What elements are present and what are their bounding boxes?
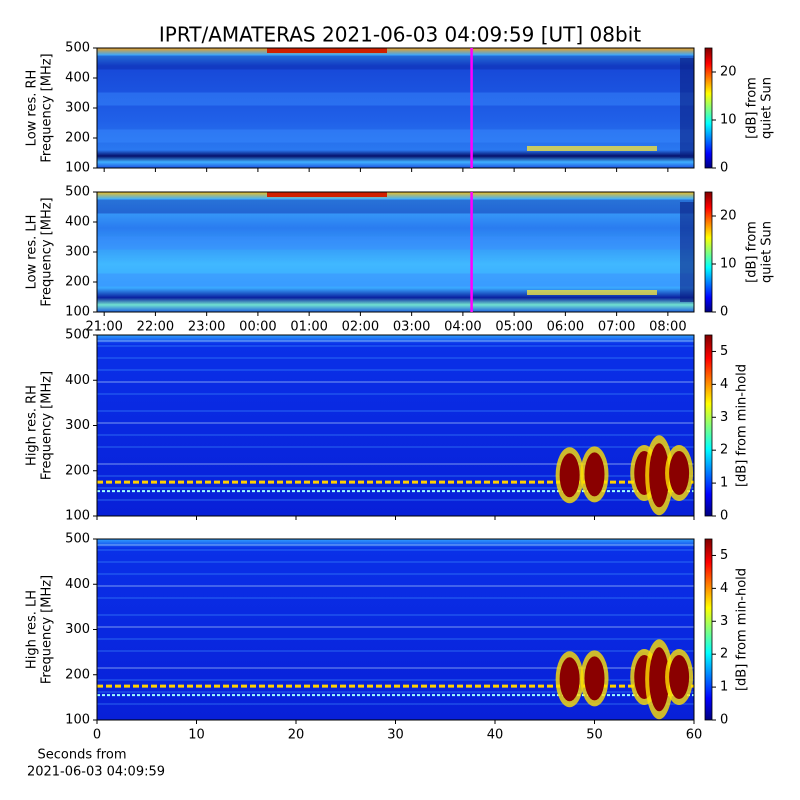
colorbar bbox=[704, 47, 713, 169]
y-tick-label: 100 bbox=[65, 509, 90, 524]
burst bbox=[669, 655, 690, 700]
y-tick-label: 300 bbox=[65, 418, 90, 433]
colorbar-label: [dB] from bbox=[745, 77, 760, 139]
burst bbox=[559, 657, 580, 702]
y-tick-label: 400 bbox=[65, 577, 90, 592]
y-tick-label: 200 bbox=[65, 131, 90, 146]
y-tick-label: 200 bbox=[65, 275, 90, 290]
x-tick-label: 60 bbox=[686, 728, 703, 743]
x-tick-label: 07:00 bbox=[598, 320, 635, 335]
y-tick-label: 300 bbox=[65, 245, 90, 260]
y-tick-label: 500 bbox=[65, 41, 90, 56]
y-tick-label: 200 bbox=[65, 667, 90, 682]
colorbar-label: [dB] from min-hold bbox=[735, 364, 750, 487]
y-tick-label: 400 bbox=[65, 215, 90, 230]
x-tick-label: 20 bbox=[288, 728, 305, 743]
colorbar-tick-label: 2 bbox=[720, 647, 728, 662]
spectrogram-texture bbox=[97, 192, 694, 302]
spectrogram-texture bbox=[97, 340, 694, 516]
y-axis-label: Frequency [MHz] bbox=[40, 53, 55, 162]
figure-title: IPRT/AMATERAS 2021-06-03 04:09:59 [UT] 0… bbox=[159, 23, 641, 47]
burst bbox=[584, 656, 605, 701]
x-tick-label: 0 bbox=[93, 728, 101, 743]
colorbar-tick-label: 5 bbox=[720, 344, 728, 359]
y-axis-label: Low res. LH bbox=[25, 215, 40, 290]
colorbar-tick-label: 0 bbox=[720, 509, 728, 524]
y-tick-label: 500 bbox=[65, 185, 90, 200]
x-tick-label: 40 bbox=[487, 728, 504, 743]
strip bbox=[527, 146, 657, 151]
colorbar-tick-label: 20 bbox=[720, 209, 737, 224]
y-tick-label: 500 bbox=[65, 328, 90, 343]
x-tick-label: 23:00 bbox=[188, 320, 225, 335]
colorbar-tick-label: 2 bbox=[720, 443, 728, 458]
x-tick-label: 10 bbox=[188, 728, 205, 743]
x-tick-label: 04:00 bbox=[444, 320, 481, 335]
y-axis-label: Frequency [MHz] bbox=[40, 371, 55, 480]
colorbar-label: [dB] from min-hold bbox=[735, 568, 750, 691]
y-tick-label: 300 bbox=[65, 101, 90, 116]
x-tick-label: 02:00 bbox=[342, 320, 379, 335]
colorbar-label: quiet Sun bbox=[760, 77, 775, 139]
x-tick-label: 06:00 bbox=[547, 320, 584, 335]
x-tick-label: 22:00 bbox=[137, 320, 174, 335]
x-axis-note: 2021-06-03 04:09:59 bbox=[27, 765, 165, 780]
colorbar-tick-label: 4 bbox=[720, 581, 728, 596]
y-tick-label: 300 bbox=[65, 622, 90, 637]
colorbar-tick-label: 10 bbox=[720, 257, 737, 272]
x-tick-label: 50 bbox=[586, 728, 603, 743]
colorbar-tick-label: 0 bbox=[720, 713, 728, 728]
x-tick-label: 00:00 bbox=[239, 320, 276, 335]
x-tick-label: 05:00 bbox=[495, 320, 532, 335]
strip bbox=[267, 48, 387, 53]
y-axis-label: High res. RH bbox=[25, 385, 40, 466]
x-tick-label: 30 bbox=[387, 728, 404, 743]
x-axis-note: Seconds from bbox=[37, 748, 126, 763]
colorbar bbox=[704, 334, 713, 517]
spectrogram-texture bbox=[97, 48, 694, 158]
colorbar-label: [dB] from bbox=[745, 221, 760, 283]
x-tick-label: 21:00 bbox=[85, 320, 122, 335]
x-tick-label: 01:00 bbox=[290, 320, 327, 335]
y-axis-label: Frequency [MHz] bbox=[40, 575, 55, 684]
y-tick-label: 400 bbox=[65, 71, 90, 86]
burst bbox=[649, 647, 670, 712]
colorbar-label: quiet Sun bbox=[760, 221, 775, 283]
y-tick-label: 400 bbox=[65, 373, 90, 388]
y-axis-label: Low res. RH bbox=[25, 70, 40, 147]
y-axis-label: High res. LH bbox=[25, 590, 40, 669]
colorbar-tick-label: 3 bbox=[720, 410, 728, 425]
strip bbox=[267, 192, 387, 197]
y-tick-label: 200 bbox=[65, 463, 90, 478]
colorbar-tick-label: 0 bbox=[720, 305, 728, 320]
edge bbox=[680, 58, 694, 158]
spectrogram-texture bbox=[97, 544, 694, 720]
y-axis-label: Frequency [MHz] bbox=[40, 197, 55, 306]
burst bbox=[669, 451, 690, 496]
colorbar-tick-label: 3 bbox=[720, 614, 728, 629]
x-tick-label: 03:00 bbox=[393, 320, 430, 335]
colorbar-tick-label: 1 bbox=[720, 476, 728, 491]
edge bbox=[680, 202, 694, 302]
colorbar bbox=[704, 538, 713, 721]
colorbar-tick-label: 1 bbox=[720, 680, 728, 695]
y-tick-label: 100 bbox=[65, 305, 90, 320]
colorbar-tick-label: 4 bbox=[720, 377, 728, 392]
colorbar-tick-label: 10 bbox=[720, 113, 737, 128]
burst bbox=[649, 443, 670, 508]
burst bbox=[584, 452, 605, 497]
colorbar-tick-label: 20 bbox=[720, 65, 737, 80]
colorbar bbox=[704, 191, 713, 313]
burst bbox=[559, 453, 580, 498]
colorbar-tick-label: 5 bbox=[720, 548, 728, 563]
y-tick-label: 100 bbox=[65, 713, 90, 728]
strip bbox=[527, 290, 657, 295]
y-tick-label: 500 bbox=[65, 532, 90, 547]
x-tick-label: 08:00 bbox=[649, 320, 686, 335]
colorbar-tick-label: 0 bbox=[720, 161, 728, 176]
y-tick-label: 100 bbox=[65, 161, 90, 176]
